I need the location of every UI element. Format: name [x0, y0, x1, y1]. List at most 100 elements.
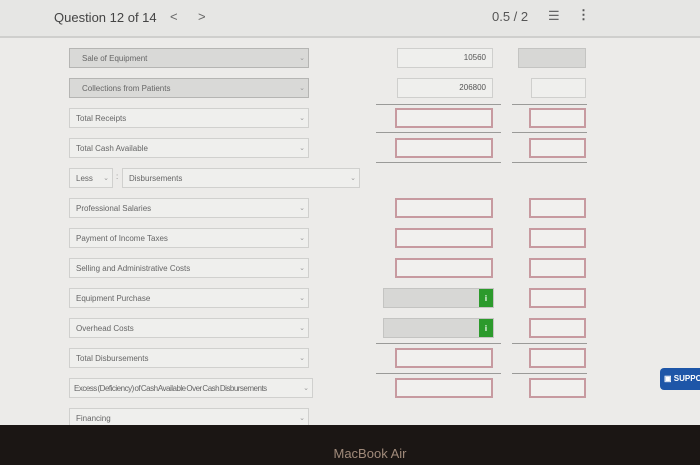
select-value: Professional Salaries — [76, 204, 152, 213]
chevron-down-icon: ⌄ — [299, 205, 305, 212]
select-value: Selling and Administrative Costs — [76, 264, 191, 273]
amount-input[interactable] — [529, 348, 586, 368]
select-value: Collections from Patients — [82, 84, 171, 93]
laptop-bezel: MacBook Air — [0, 425, 700, 465]
question-header: Question 12 of 14 < > 0.5 / 2 ☰ ⋮ — [0, 0, 700, 38]
form-row: Total Cash Available ⌄ — [0, 138, 700, 162]
prev-question-button[interactable]: < — [170, 9, 178, 24]
amount-input[interactable] — [395, 348, 493, 368]
line-item-select[interactable]: Disbursements ⌄ — [122, 168, 360, 188]
amount-input[interactable] — [529, 108, 586, 128]
amount-input[interactable] — [395, 258, 493, 278]
select-value: Equipment Purchase — [76, 294, 151, 303]
chevron-down-icon: ⌄ — [299, 355, 305, 362]
question-counter: Question 12 of 14 — [54, 10, 157, 25]
list-icon[interactable]: ☰ — [548, 8, 560, 23]
divider — [376, 162, 501, 163]
line-item-select[interactable]: Total Cash Available ⌄ — [69, 138, 309, 158]
line-item-select[interactable]: Professional Salaries ⌄ — [69, 198, 309, 218]
form-row: Equipment Purchase ⌄ i — [0, 288, 700, 312]
chevron-down-icon: ⌄ — [350, 175, 356, 182]
amount-input[interactable] — [529, 258, 586, 278]
chevron-down-icon: ⌄ — [299, 115, 305, 122]
chevron-down-icon: ⌄ — [299, 325, 305, 332]
chevron-down-icon: ⌄ — [299, 415, 305, 422]
amount-input[interactable] — [531, 78, 586, 98]
divider — [376, 343, 501, 344]
colon: : — [116, 172, 119, 181]
select-value: Overhead Costs — [76, 324, 134, 333]
amount-input[interactable] — [529, 198, 586, 218]
form-row: Selling and Administrative Costs ⌄ — [0, 258, 700, 282]
amount-input[interactable] — [529, 138, 586, 158]
chevron-down-icon: ⌄ — [303, 385, 309, 392]
amount-input[interactable] — [518, 48, 586, 68]
line-item-select[interactable]: Equipment Purchase ⌄ — [69, 288, 309, 308]
amount-input[interactable] — [395, 378, 493, 398]
chevron-down-icon: ⌄ — [299, 235, 305, 242]
form-row: Less ⌄ : Disbursements ⌄ — [0, 168, 700, 192]
amount-input[interactable] — [395, 198, 493, 218]
amount-input[interactable] — [529, 228, 586, 248]
form-row: Sale of Equipment ⌄ 10560 — [0, 48, 700, 72]
select-value: Disbursements — [129, 174, 183, 183]
chat-icon: ▣ — [664, 374, 674, 383]
form-row: Professional Salaries ⌄ — [0, 198, 700, 222]
amount-input[interactable] — [395, 138, 493, 158]
info-icon[interactable]: i — [479, 319, 493, 337]
amount-input[interactable] — [529, 318, 586, 338]
chevron-down-icon: ⌄ — [299, 265, 305, 272]
divider — [376, 104, 501, 105]
divider — [512, 162, 587, 163]
form-row: Collections from Patients ⌄ 206800 — [0, 78, 700, 102]
amount-input[interactable]: 206800 — [397, 78, 493, 98]
amount-input[interactable] — [529, 378, 586, 398]
divider — [376, 373, 501, 374]
chevron-down-icon: ⌄ — [299, 55, 305, 62]
select-value: Total Disbursements — [76, 354, 149, 363]
line-item-select[interactable]: Selling and Administrative Costs ⌄ — [69, 258, 309, 278]
amount-input[interactable] — [529, 288, 586, 308]
bezel-label: MacBook Air — [333, 446, 407, 461]
more-vertical-icon[interactable]: ⋮ — [577, 7, 590, 22]
divider — [512, 104, 587, 105]
select-value: Total Receipts — [76, 114, 127, 123]
line-item-select[interactable]: Sale of Equipment ⌄ — [69, 48, 309, 68]
support-button[interactable]: ▣ SUPPORT — [660, 368, 700, 390]
select-value: Financing — [76, 414, 111, 423]
screen: Question 12 of 14 < > 0.5 / 2 ☰ ⋮ Sale o… — [0, 0, 700, 428]
divider — [512, 343, 587, 344]
form-row: Total Disbursements ⌄ — [0, 348, 700, 372]
next-question-button[interactable]: > — [198, 9, 206, 24]
line-item-select[interactable]: Payment of Income Taxes ⌄ — [69, 228, 309, 248]
amount-input[interactable] — [395, 108, 493, 128]
chevron-down-icon: ⌄ — [299, 145, 305, 152]
support-label: SUPPORT — [673, 374, 700, 383]
amount-input[interactable]: 10560 — [397, 48, 493, 68]
line-item-select[interactable]: Excess (Deficiency) of Cash Available Ov… — [69, 378, 313, 398]
chevron-down-icon: ⌄ — [299, 295, 305, 302]
select-value: Excess (Deficiency) of Cash Available Ov… — [74, 384, 267, 393]
amount-input[interactable] — [395, 228, 493, 248]
divider — [512, 132, 587, 133]
chevron-down-icon: ⌄ — [299, 85, 305, 92]
form-row: Overhead Costs ⌄ i — [0, 318, 700, 342]
amount-input[interactable]: i — [383, 318, 494, 338]
form-row: Excess (Deficiency) of Cash Available Ov… — [0, 378, 700, 402]
select-value: Sale of Equipment — [82, 54, 148, 63]
divider — [376, 132, 501, 133]
less-add-select[interactable]: Less ⌄ — [69, 168, 113, 188]
chevron-down-icon: ⌄ — [103, 175, 109, 182]
amount-input[interactable]: i — [383, 288, 494, 308]
form-row: Total Receipts ⌄ — [0, 108, 700, 132]
divider — [512, 373, 587, 374]
line-item-select[interactable]: Collections from Patients ⌄ — [69, 78, 309, 98]
select-value: Total Cash Available — [76, 144, 148, 153]
info-icon[interactable]: i — [479, 289, 493, 307]
line-item-select[interactable]: Total Disbursements ⌄ — [69, 348, 309, 368]
select-value: Payment of Income Taxes — [76, 234, 168, 243]
line-item-select[interactable]: Total Receipts ⌄ — [69, 108, 309, 128]
line-item-select[interactable]: Overhead Costs ⌄ — [69, 318, 309, 338]
score: 0.5 / 2 — [492, 9, 529, 24]
select-value: Less — [76, 174, 93, 183]
